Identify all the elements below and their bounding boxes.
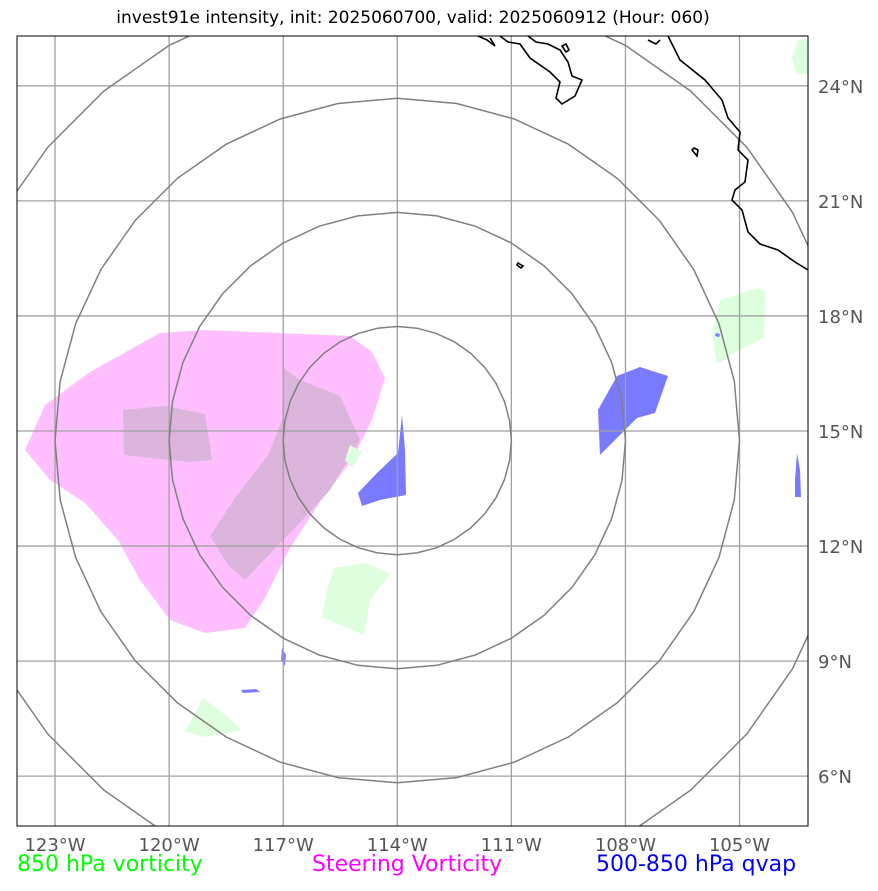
qvap-area [241, 689, 260, 693]
latitude-tick-label: 24°N [818, 77, 863, 98]
longitude-tick-label: 108°W [595, 835, 656, 856]
coastline [477, 36, 808, 271]
latitude-tick-label: 6°N [818, 767, 852, 788]
vorticity-850-area [345, 445, 362, 468]
latitude-tick-label: 21°N [818, 192, 863, 213]
graticule [17, 36, 808, 826]
qvap-area [598, 367, 668, 455]
longitude-tick-label: 123°W [24, 835, 85, 856]
qvap-area [795, 453, 801, 497]
longitude-tick-label: 111°W [481, 835, 542, 856]
qvap-area [358, 415, 406, 506]
longitude-tick-label: 117°W [253, 835, 314, 856]
range-ring [282, 325, 513, 556]
longitude-tick-label: 120°W [139, 835, 200, 856]
qvap-area [715, 333, 720, 337]
vorticity-850-area [185, 698, 242, 737]
latitude-tick-label: 18°N [818, 307, 863, 328]
range-rings [17, 36, 808, 826]
longitude-tick-labels: 123°W 120°W 117°W 114°W 111°W 108°W 105°W [24, 835, 770, 856]
legend-steering-vorticity: Steering Vorticity [312, 852, 503, 877]
latitude-tick-label: 15°N [818, 422, 863, 443]
plot-frame [16, 35, 809, 827]
vorticity-850-area [322, 563, 390, 635]
legend-qvap: 500-850 hPa qvap [596, 852, 797, 877]
longitude-tick-label: 105°W [709, 835, 770, 856]
latitude-tick-label: 12°N [818, 537, 863, 558]
vorticity-overlap-area [123, 406, 212, 462]
latitude-tick-labels: 24°N 21°N 18°N 15°N 12°N 9°N 6°N [818, 77, 863, 788]
map-title: invest91e intensity, init: 2025060700, v… [116, 8, 710, 28]
latitude-tick-label: 9°N [818, 652, 852, 673]
longitude-tick-label: 114°W [367, 835, 428, 856]
legend-850-vorticity: 850 hPa vorticity [17, 852, 203, 877]
vorticity-overlap-area [210, 368, 360, 580]
range-ring [168, 211, 627, 670]
range-ring [54, 97, 741, 784]
range-ring [17, 36, 808, 826]
plot-area [17, 36, 808, 826]
vorticity-850-area [792, 38, 808, 74]
